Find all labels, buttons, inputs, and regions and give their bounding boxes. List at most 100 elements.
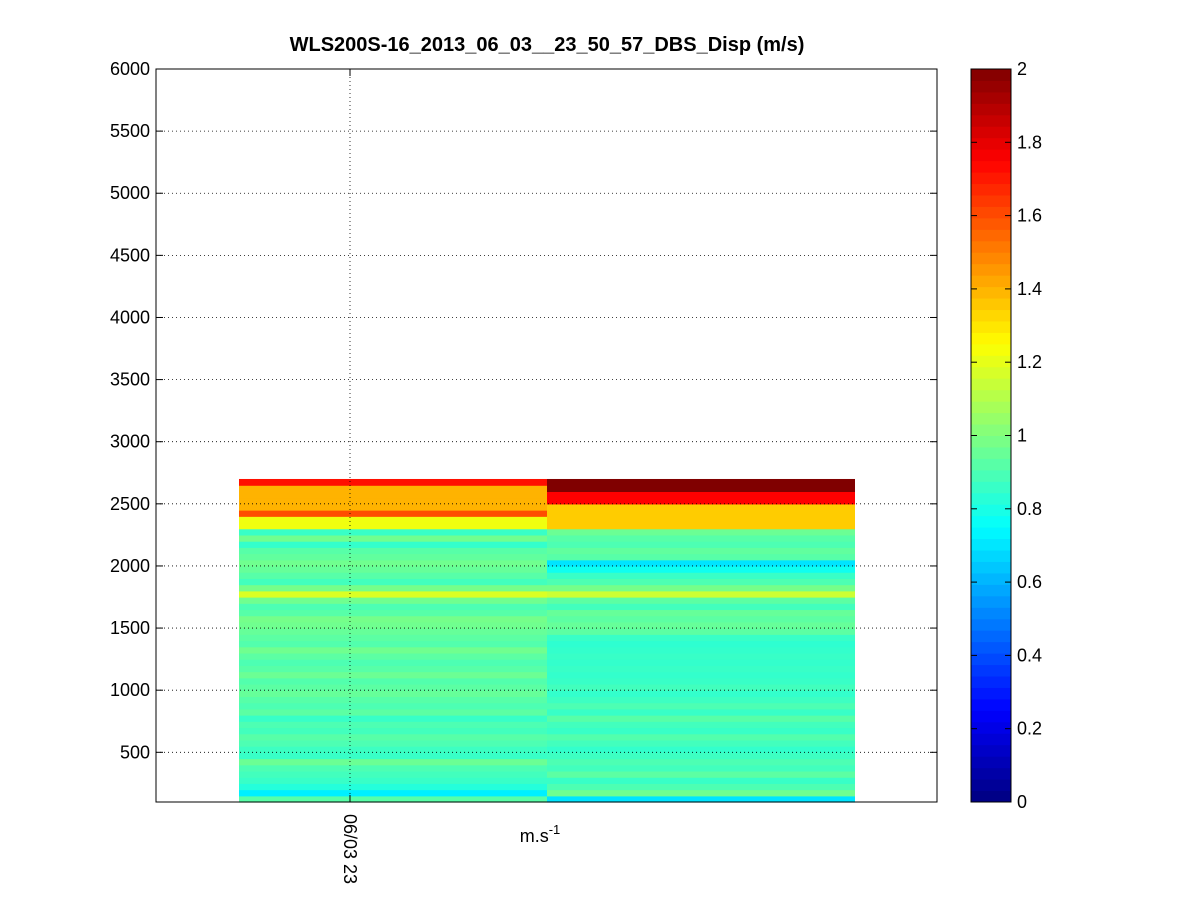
heatmap-cell: [547, 783, 855, 791]
heatmap-cell: [239, 665, 547, 673]
heatmap-cell: [547, 764, 855, 772]
heatmap-cell: [547, 534, 855, 542]
heatmap-cell: [239, 584, 547, 592]
heatmap-cell: [239, 777, 547, 784]
heatmap-cell: [239, 621, 547, 629]
colorbar-segment: [971, 263, 1011, 276]
x-axis-label: m.s-1: [520, 822, 561, 846]
colorbar-segment: [971, 779, 1011, 792]
colorbar-segment: [971, 252, 1011, 265]
heatmap-cell: [239, 789, 547, 797]
y-tick-label: 1000: [110, 680, 150, 700]
colorbar-segment: [971, 435, 1011, 448]
heatmap-cell: [239, 646, 547, 654]
heatmap-cell: [547, 510, 855, 517]
heatmap-cell: [239, 727, 547, 735]
colorbar-segment: [971, 355, 1011, 368]
heatmap-cell: [547, 652, 855, 660]
heatmap-cell: [239, 510, 547, 517]
heatmap-cell: [547, 777, 855, 784]
colorbar-segment: [971, 550, 1011, 562]
heatmap-cell: [547, 516, 855, 524]
heatmap-cell: [547, 708, 855, 716]
heatmap-cell: [239, 485, 547, 492]
chart-title: WLS200S-16_2013_06_03__23_50_57_DBS_Disp…: [290, 34, 805, 56]
colorbar-segment: [971, 561, 1011, 574]
colorbar-segment: [971, 320, 1011, 333]
colorbar-segment: [971, 332, 1011, 345]
heatmap-cell: [239, 746, 547, 753]
heatmap-cell: [547, 671, 855, 679]
colorbar-tick-label: 1: [1017, 426, 1027, 446]
colorbar-segment: [971, 240, 1011, 253]
y-tick-label: 5500: [110, 121, 150, 141]
heatmap-cell: [239, 522, 547, 530]
heatmap-cell: [547, 503, 855, 511]
colorbar-segment: [971, 103, 1011, 116]
heatmap-cell: [547, 609, 855, 617]
heatmap-cell: [547, 584, 855, 592]
heatmap-cell: [547, 491, 855, 499]
colorbar-segment: [971, 595, 1011, 608]
heatmap-cell: [547, 665, 855, 673]
colorbar-tick-label: 1.4: [1017, 279, 1042, 299]
heatmap-cell: [239, 634, 547, 642]
heatmap-cell: [547, 659, 855, 666]
heatmap-cell: [547, 553, 855, 561]
heatmap-cell: [547, 603, 855, 611]
heatmap-cell: [547, 646, 855, 654]
heatmap-cell: [239, 578, 547, 586]
colorbar-segment: [971, 790, 1011, 803]
y-tick-label: 3500: [110, 370, 150, 390]
colorbar-segment: [971, 664, 1011, 677]
plot-frame: [155, 68, 938, 803]
heatmap-cell: [547, 572, 855, 579]
heatmap-cell: [239, 628, 547, 635]
heatmap-cell: [547, 485, 855, 492]
heatmap-cell: [547, 715, 855, 722]
heatmap-cell: [239, 516, 547, 524]
colorbar-segment: [971, 424, 1011, 436]
heatmap-cell: [239, 758, 547, 766]
heatmap-cell: [547, 702, 855, 710]
heatmap-cell: [547, 628, 855, 635]
colorbar-tick-label: 0.4: [1017, 645, 1042, 665]
heatmap-cell: [547, 739, 855, 747]
colorbar-segment: [971, 91, 1011, 104]
heatmap-cell: [547, 752, 855, 760]
colorbar-segment: [971, 756, 1011, 769]
y-tick-label: 1500: [110, 618, 150, 638]
heatmap-cell: [547, 559, 855, 567]
colorbar-segment: [971, 183, 1011, 196]
y-tick-label: 6000: [110, 59, 150, 79]
heatmap-cell: [547, 528, 855, 536]
heatmap-cell: [547, 597, 855, 604]
heatmap-cell: [239, 503, 547, 511]
colorbar-segment: [971, 172, 1011, 185]
heatmap-cell: [239, 478, 547, 486]
colorbar-segment: [971, 309, 1011, 322]
heatmap-cell: [547, 721, 855, 729]
heatmap-cell: [239, 497, 547, 505]
heatmap-cell: [239, 541, 547, 548]
y-tick-label: 2500: [110, 494, 150, 514]
heatmap-cell: [547, 746, 855, 753]
heatmap-cell: [547, 789, 855, 797]
heatmap-cell: [239, 696, 547, 704]
colorbar-segment: [971, 687, 1011, 700]
colorbar-segment: [971, 412, 1011, 425]
heatmap-cell: [547, 590, 855, 598]
heatmap-cell: [239, 721, 547, 729]
colorbar-tick-label: 1.8: [1017, 132, 1042, 152]
colorbar-segment: [971, 733, 1011, 746]
heatmap-cell: [239, 534, 547, 542]
colorbar-segment: [971, 343, 1011, 356]
colorbar-segment: [971, 584, 1011, 597]
y-axis-ticks: 500 1000 1500 2000 2500 3000 3500 4000 4500 5000 5…: [110, 59, 937, 762]
heatmap-cell: [239, 559, 547, 567]
heatmap-cell: [239, 690, 547, 697]
colorbar-segment: [971, 458, 1011, 471]
colorbar-segment: [971, 481, 1011, 494]
colorbar-segment: [971, 286, 1011, 299]
